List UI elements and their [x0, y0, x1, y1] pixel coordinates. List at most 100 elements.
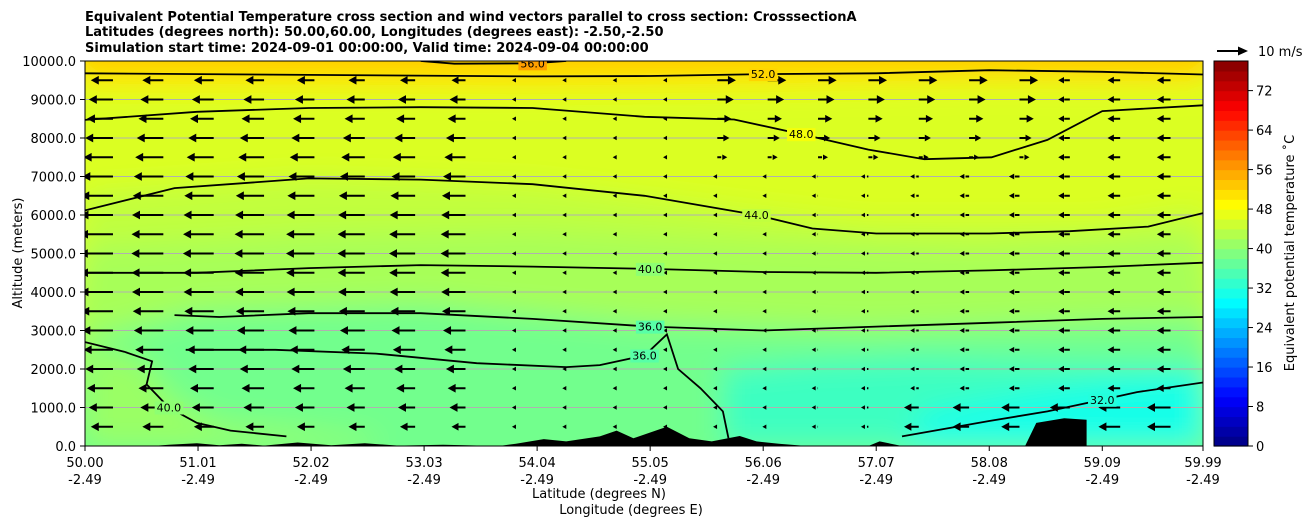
wind-vector	[818, 75, 837, 85]
colorbar-frame	[1213, 60, 1249, 447]
wind-vector	[762, 405, 767, 410]
wind-vector	[1156, 326, 1171, 335]
wind-vector	[286, 229, 315, 239]
wind-vector	[910, 212, 919, 218]
wind-vector	[959, 270, 970, 276]
wind-vector	[811, 212, 819, 218]
x-tick-label-lat: 57.07	[858, 456, 895, 471]
wind-vector	[918, 114, 934, 123]
wind-vector	[1058, 365, 1070, 373]
wind-vector	[1156, 153, 1171, 162]
wind-vector	[443, 172, 466, 181]
colorbar-segment	[1214, 248, 1248, 260]
wind-vector	[85, 210, 113, 220]
wind-vector	[663, 116, 668, 121]
wind-vector	[612, 405, 617, 410]
wind-vector	[762, 251, 767, 256]
wind-vector	[238, 152, 265, 162]
wind-vector	[1019, 134, 1032, 142]
wind-vector	[663, 78, 668, 83]
contour-label-bg	[786, 128, 816, 142]
wind-vector	[243, 403, 265, 412]
colorbar-segment	[1214, 396, 1248, 408]
wind-vector	[185, 326, 214, 335]
wind-vector	[136, 364, 164, 374]
theta-e-band	[85, 345, 376, 446]
wind-vector	[663, 347, 668, 352]
wind-vector	[663, 212, 668, 218]
wind-vector	[1107, 288, 1121, 296]
wind-vector	[1107, 96, 1121, 103]
wind-vector	[1008, 250, 1020, 257]
colorbar-segment	[1214, 268, 1248, 279]
wind-vector	[713, 347, 718, 352]
wind-vector	[85, 345, 113, 355]
wind-vector	[562, 193, 567, 198]
wind-vector	[663, 309, 668, 314]
wind-vector	[612, 78, 617, 83]
quiver-key: 10 m/s	[1217, 45, 1303, 60]
contour-label: 52.0	[751, 68, 776, 81]
wind-vector	[762, 328, 767, 333]
contour-label: 40.0	[638, 263, 663, 276]
wind-vector	[235, 306, 265, 316]
wind-vector	[868, 134, 881, 142]
wind-vector	[612, 424, 617, 429]
wind-vector	[511, 309, 516, 314]
wind-vector	[1058, 308, 1070, 315]
wind-vector	[767, 95, 785, 104]
wind-vector	[811, 366, 819, 372]
colorbar-tick-label: 16	[1256, 361, 1273, 376]
colorbar-segment	[1214, 179, 1248, 190]
wind-vector	[142, 75, 164, 85]
y-tick-label: 0.0	[55, 440, 76, 455]
x-tick-label-lat: 59.99	[1184, 456, 1221, 471]
wind-vector	[390, 306, 416, 316]
wind-vector	[562, 135, 567, 141]
contour-label-bg	[635, 262, 665, 276]
contour-label: 56.0	[520, 57, 545, 70]
wind-vector	[860, 347, 869, 352]
wind-vector	[236, 172, 265, 181]
wind-vector	[183, 287, 214, 297]
wind-vector	[1058, 250, 1070, 257]
quiver-key-label: 10 m/s	[1258, 45, 1303, 60]
contour-line	[85, 104, 1203, 161]
wind-vector	[811, 289, 819, 295]
wind-vector	[132, 191, 164, 201]
wind-vector	[285, 249, 315, 258]
wind-vector	[235, 191, 265, 201]
wind-vector	[562, 97, 567, 102]
wind-vector	[818, 114, 833, 123]
wind-vector	[918, 95, 936, 104]
wind-vector	[1008, 346, 1020, 353]
quiver-key-arrow-head	[1238, 46, 1248, 56]
wind-vector	[189, 114, 214, 124]
wind-vector	[88, 403, 113, 412]
wind-vector	[238, 345, 265, 355]
wind-vector	[511, 155, 516, 160]
wind-vector	[1008, 269, 1020, 276]
wind-vector	[392, 152, 416, 162]
wind-vector	[1156, 211, 1171, 219]
wind-vector	[245, 422, 265, 432]
wind-vector	[663, 270, 668, 275]
wind-vector	[562, 405, 567, 410]
contour-label: 40.0	[157, 402, 182, 415]
wind-vector	[1058, 327, 1070, 334]
wind-vector	[562, 366, 567, 372]
wind-vector	[441, 191, 466, 201]
wind-vector	[344, 383, 365, 393]
wind-vector	[451, 422, 466, 431]
wind-vector	[193, 75, 214, 85]
colorbar-segment	[1214, 436, 1248, 447]
wind-vector	[811, 328, 819, 333]
wind-vector	[289, 345, 315, 355]
colorbar-segment	[1214, 426, 1248, 437]
wind-vector	[713, 212, 718, 218]
wind-vector	[663, 174, 668, 179]
contour-label: 48.0	[789, 128, 814, 141]
colorbar-segment	[1214, 228, 1248, 240]
wind-vector	[389, 210, 416, 220]
wind-vector	[910, 328, 919, 333]
